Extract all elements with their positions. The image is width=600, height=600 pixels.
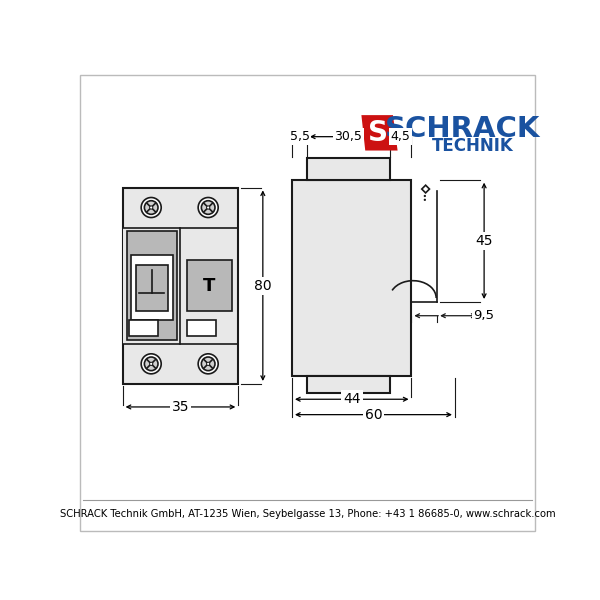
Bar bbox=[187, 320, 216, 335]
Circle shape bbox=[424, 195, 426, 197]
Text: 5,5: 5,5 bbox=[290, 130, 310, 143]
Text: 80: 80 bbox=[254, 278, 272, 293]
Text: 9,5: 9,5 bbox=[473, 309, 494, 322]
Circle shape bbox=[198, 197, 218, 218]
Bar bbox=[136, 265, 167, 311]
Text: SCHRACK: SCHRACK bbox=[385, 115, 541, 143]
Circle shape bbox=[202, 201, 215, 214]
Circle shape bbox=[141, 197, 161, 218]
Bar bbox=[123, 187, 238, 384]
Circle shape bbox=[145, 201, 158, 214]
Circle shape bbox=[202, 357, 215, 371]
Bar bbox=[292, 180, 412, 376]
Circle shape bbox=[206, 362, 210, 365]
Circle shape bbox=[206, 206, 210, 209]
Bar bbox=[127, 232, 176, 340]
Bar bbox=[131, 255, 173, 320]
Text: 45: 45 bbox=[475, 234, 493, 248]
Polygon shape bbox=[361, 115, 398, 151]
Bar bbox=[129, 320, 158, 335]
Text: 35: 35 bbox=[172, 400, 189, 414]
Circle shape bbox=[141, 354, 161, 374]
Bar bbox=[307, 376, 390, 393]
Circle shape bbox=[145, 357, 158, 371]
Text: S: S bbox=[368, 119, 388, 147]
Bar bbox=[123, 227, 181, 344]
Text: SCHRACK Technik GmbH, AT-1235 Wien, Seybelgasse 13, Phone: +43 1 86685-0, www.sc: SCHRACK Technik GmbH, AT-1235 Wien, Seyb… bbox=[59, 509, 556, 519]
Circle shape bbox=[149, 362, 153, 365]
Text: 30,5: 30,5 bbox=[334, 130, 362, 143]
Text: 60: 60 bbox=[365, 407, 382, 422]
Text: TECHNIK: TECHNIK bbox=[432, 137, 514, 155]
Text: T: T bbox=[203, 277, 215, 295]
Bar bbox=[307, 158, 390, 180]
Text: 4,5: 4,5 bbox=[391, 130, 410, 143]
Circle shape bbox=[149, 206, 153, 209]
Circle shape bbox=[198, 354, 218, 374]
Bar bbox=[187, 260, 232, 311]
Polygon shape bbox=[422, 185, 430, 193]
Text: 44: 44 bbox=[343, 392, 361, 406]
Circle shape bbox=[424, 199, 426, 201]
